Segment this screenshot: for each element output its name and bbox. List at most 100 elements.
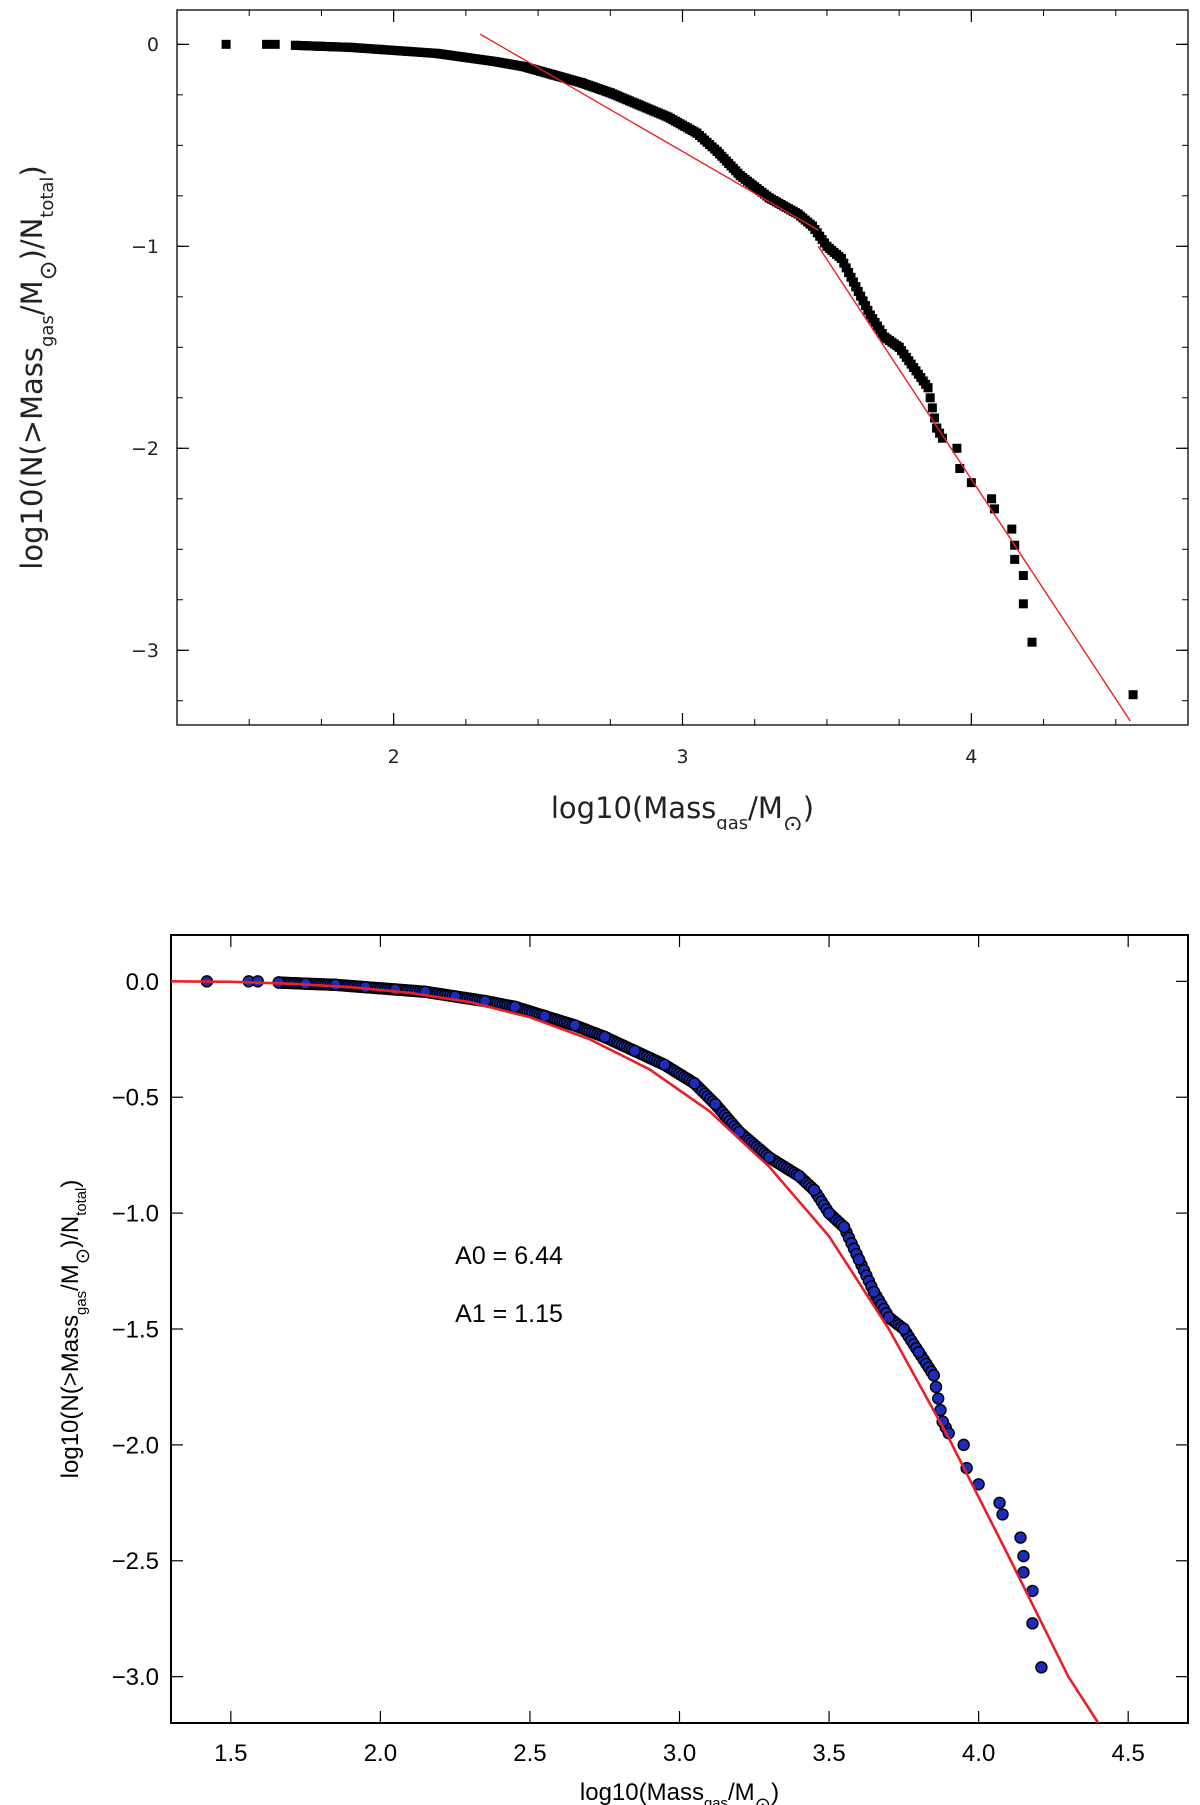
data-point [548,70,558,80]
data-point [923,383,933,393]
data-point [966,478,976,488]
y-tick-label: 0.0 [126,969,159,996]
data-point [937,433,947,443]
data-point [1018,599,1028,609]
plot-frame [176,9,1189,726]
data-point [290,40,300,50]
data-point [568,1019,582,1032]
data-point [927,1369,940,1382]
data-point [709,1097,722,1111]
data-band-point [927,403,937,413]
y-tick-label: −1.0 [112,1201,159,1228]
data-point [897,1322,911,1336]
data-point [1026,1617,1039,1630]
data-point [605,88,615,98]
data-point [270,39,280,49]
data-point [389,983,402,996]
data-point [836,253,846,263]
x-tick-label: 2.0 [364,1740,397,1767]
data-point [490,57,500,67]
data-band-point [853,286,863,296]
data-point [316,41,326,51]
data-point [909,363,919,372]
data-point [519,62,529,72]
fit-parameter-annotation: A0 = 6.44 [455,1242,563,1270]
data-point [993,1496,1006,1510]
data-point [957,1438,970,1452]
data-point [1010,554,1020,564]
x-tick-label: 4 [965,746,977,768]
data-point [996,1508,1009,1521]
data-point [1018,571,1028,581]
x-tick-label: 1.5 [214,1740,247,1767]
fit-parameter-annotation: A1 = 1.15 [455,1300,563,1328]
y-tick-label: −1.5 [112,1316,159,1343]
data-point [692,128,702,138]
data-point [987,494,997,504]
data-band-point [930,413,940,423]
data-point [867,1285,881,1299]
data-point [461,52,471,62]
data-point [793,209,803,219]
cumulative-mass-chart-top: 2 3 4 0 −1 −2 −3 log10(Massgas/M⊙) log10(N(>Mass… [15,9,1189,830]
data-point [628,1044,641,1058]
fit-line [479,33,819,231]
data-point [374,44,384,54]
x-tick-label: 3.0 [663,1740,696,1767]
data-point [851,282,861,292]
data-band-point [932,1392,945,1405]
plot-area [171,975,1100,1723]
data-point [658,1058,671,1071]
data-point [576,78,586,88]
data-band-point [848,277,858,287]
data-point [712,146,722,156]
plot-area [221,33,1138,722]
data-point [663,112,673,122]
data-point [432,48,442,58]
data-band-point [935,428,945,438]
data-point [1035,1661,1048,1674]
y-axis-label: log10(N(>Massgas/M⊙)/Ntotal) [15,165,62,569]
data-band-point [925,393,935,403]
data-band-point [860,301,870,311]
data-band-point [841,263,851,273]
data-band-point [856,291,866,301]
data-band-point [839,258,849,268]
data-point [1014,1531,1027,1544]
y-tick-label: −2 [131,438,159,460]
data-point [852,1253,866,1266]
fit-line [817,245,1131,722]
x-tick-label: 3 [676,746,688,768]
data-point [882,1311,896,1324]
data-point [1007,524,1017,534]
data-point [221,39,231,49]
data-point [1128,690,1138,700]
x-tick-label: 2 [388,746,400,768]
x-tick-label: 4.0 [962,1740,995,1767]
y-tick-label: −2.0 [112,1432,159,1459]
x-axis-label: log10(Massgas/M⊙) [580,1779,779,1805]
x-tick-label: 2.5 [513,1740,546,1767]
data-point [989,504,999,514]
data-point [822,1206,836,1220]
x-axis-label: log10(Massgas/M⊙) [551,791,814,830]
data-point [688,1077,701,1090]
data-point [932,423,942,433]
data-point [807,1183,821,1197]
data-point [735,171,745,181]
data-point [508,1000,522,1014]
data-point [912,1345,925,1359]
data-band-point [934,1403,947,1417]
data-point [262,39,272,49]
data-band-point [929,1380,943,1394]
y-tick-label: 0 [147,34,159,56]
data-band-point [844,268,854,278]
y-tick-label: −0.5 [112,1085,159,1112]
y-tick-label: −3 [131,640,159,662]
y-tick-label: −2.5 [112,1548,159,1575]
x-tick-label: 4.5 [1111,1740,1144,1767]
data-point [1027,637,1037,647]
data-point [345,42,355,52]
y-tick-label: −3.0 [112,1664,159,1691]
data-point [894,342,904,352]
